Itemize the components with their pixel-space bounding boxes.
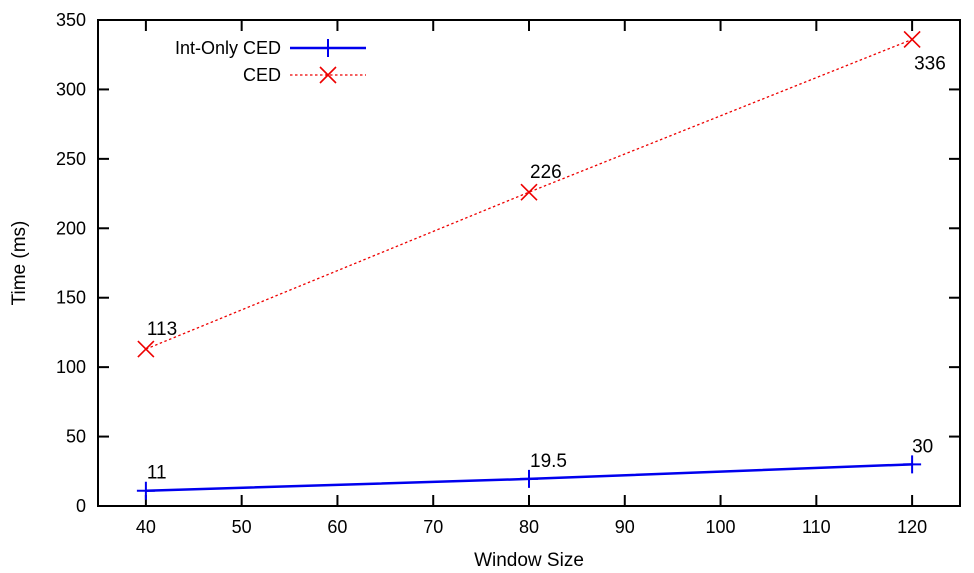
y-axis-title: Time (ms) bbox=[9, 221, 30, 306]
legend-label: Int-Only CED bbox=[175, 38, 281, 58]
data-label: 30 bbox=[912, 436, 933, 457]
x-tick-label: 40 bbox=[136, 517, 156, 537]
series-layer bbox=[136, 30, 922, 500]
x-tick-label: 90 bbox=[615, 517, 635, 537]
x-tick-label: 100 bbox=[706, 517, 736, 537]
x-tick-label: 50 bbox=[232, 517, 252, 537]
cross-marker bbox=[319, 66, 337, 84]
data-labels: 11 19.5 30 113 226 336 bbox=[147, 53, 946, 483]
axis-ticks bbox=[98, 19, 960, 507]
data-label: 11 bbox=[147, 463, 167, 484]
plus-marker bbox=[520, 469, 538, 488]
x-tick-label: 110 bbox=[802, 517, 831, 537]
y-tick-label: 300 bbox=[56, 79, 86, 99]
y-tick-label: 200 bbox=[56, 218, 86, 238]
y-tick-label: 350 bbox=[56, 10, 86, 30]
y-tick-label: 100 bbox=[56, 357, 86, 377]
y-tick-label: 50 bbox=[66, 427, 86, 447]
x-tick-label: 120 bbox=[897, 517, 927, 537]
plot-frame bbox=[97, 19, 961, 507]
data-label: 113 bbox=[147, 319, 177, 340]
x-axis-title: Window Size bbox=[474, 550, 584, 571]
x-tick-label: 80 bbox=[519, 517, 539, 537]
plus-marker bbox=[136, 481, 155, 500]
data-label: 19.5 bbox=[530, 451, 567, 472]
series-line bbox=[145, 38, 913, 350]
data-label: 336 bbox=[914, 53, 946, 74]
cross-marker bbox=[137, 340, 155, 358]
y-tick-label: 250 bbox=[56, 149, 86, 169]
plus-marker bbox=[903, 455, 922, 474]
plus-marker bbox=[319, 39, 337, 57]
cross-marker bbox=[903, 30, 921, 49]
cross-marker bbox=[520, 183, 538, 201]
legend-label: CED bbox=[243, 65, 281, 85]
y-tick-label: 0 bbox=[76, 496, 86, 516]
data-label: 226 bbox=[530, 162, 562, 183]
x-tick-label: 60 bbox=[327, 517, 347, 537]
tick-labels: 40 50 60 70 80 90 100 110 120 0 50 100 150 200 250 300 3… bbox=[56, 10, 927, 537]
y-tick-label: 150 bbox=[56, 288, 86, 308]
legend: Int-Only CED CED bbox=[175, 38, 366, 85]
x-tick-label: 70 bbox=[423, 517, 443, 537]
